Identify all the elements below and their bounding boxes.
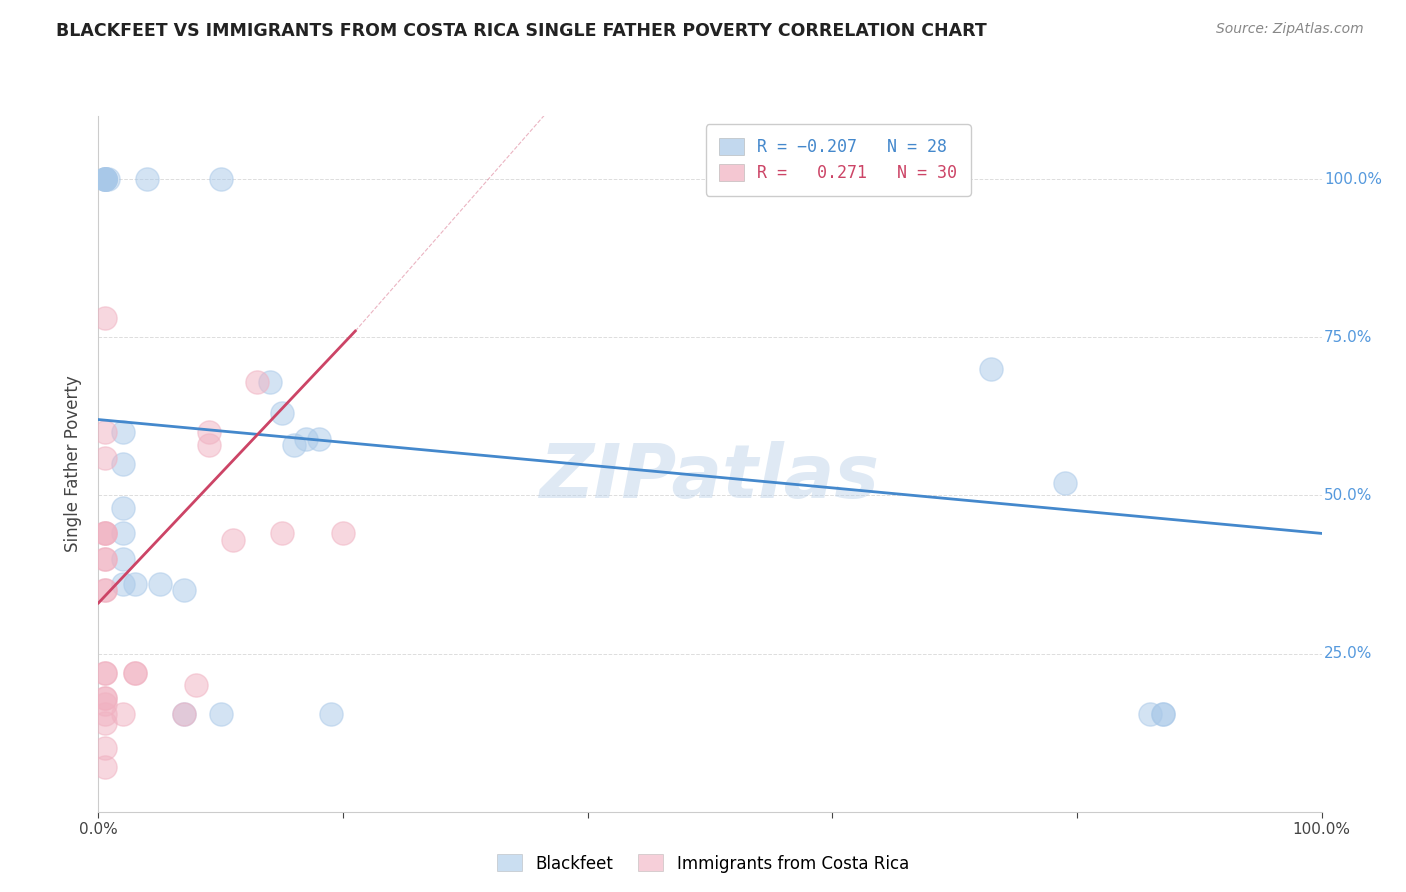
Point (270, 526, 294, 541)
Point (93, 690, 115, 705)
Point (111, 501, 134, 516)
Point (246, 375, 269, 389)
Text: ZIPatlas: ZIPatlas (540, 442, 880, 515)
Text: 25.0%: 25.0% (1324, 646, 1372, 661)
Point (93, 526, 115, 541)
Text: 50.0%: 50.0% (1324, 488, 1372, 503)
Point (332, 526, 354, 541)
Text: 100.0%: 100.0% (1324, 172, 1382, 186)
Point (93, 450, 115, 465)
Point (93, 690, 115, 705)
Point (197, 425, 219, 440)
Point (136, 172, 159, 186)
Point (308, 432, 330, 446)
Point (1152, 706, 1174, 721)
Point (111, 577, 134, 591)
Point (209, 706, 232, 721)
Point (1053, 475, 1076, 490)
Point (209, 172, 232, 186)
Point (93, 716, 115, 731)
Point (93, 311, 115, 326)
Point (186, 678, 208, 692)
Legend: Blackfeet, Immigrants from Costa Rica: Blackfeet, Immigrants from Costa Rica (491, 847, 915, 880)
Point (93, 583, 115, 598)
Point (93, 172, 115, 186)
Point (111, 457, 134, 471)
Legend: R = −0.207   N = 28, R =   0.271   N = 30: R = −0.207 N = 28, R = 0.271 N = 30 (706, 124, 970, 195)
Point (111, 706, 134, 721)
Point (93, 172, 115, 186)
Point (197, 438, 219, 452)
Point (173, 706, 195, 721)
Point (93, 425, 115, 440)
Point (93, 551, 115, 566)
Text: Source: ZipAtlas.com: Source: ZipAtlas.com (1216, 22, 1364, 37)
Point (222, 533, 245, 547)
Point (124, 665, 146, 680)
Point (295, 432, 318, 446)
Point (270, 406, 294, 420)
Text: 75.0%: 75.0% (1324, 330, 1372, 345)
Point (93, 526, 115, 541)
Point (111, 425, 134, 440)
Point (93, 665, 115, 680)
Point (111, 526, 134, 541)
Point (93, 172, 115, 186)
Point (259, 375, 281, 389)
Point (111, 551, 134, 566)
Text: BLACKFEET VS IMMIGRANTS FROM COSTA RICA SINGLE FATHER POVERTY CORRELATION CHART: BLACKFEET VS IMMIGRANTS FROM COSTA RICA … (56, 22, 987, 40)
Point (93, 526, 115, 541)
Point (319, 706, 342, 721)
Point (93, 706, 115, 721)
Point (97, 172, 120, 186)
Point (93, 760, 115, 774)
Point (93, 551, 115, 566)
Point (93, 172, 115, 186)
Point (93, 741, 115, 756)
Point (93, 172, 115, 186)
Point (93, 665, 115, 680)
Point (124, 577, 146, 591)
Point (283, 438, 305, 452)
Point (980, 362, 1002, 376)
Point (173, 583, 195, 598)
Point (149, 577, 172, 591)
Point (1139, 706, 1161, 721)
Point (124, 665, 146, 680)
Point (93, 583, 115, 598)
Point (1152, 706, 1174, 721)
Point (173, 706, 195, 721)
Y-axis label: Single Father Poverty: Single Father Poverty (65, 376, 83, 552)
Point (93, 697, 115, 711)
